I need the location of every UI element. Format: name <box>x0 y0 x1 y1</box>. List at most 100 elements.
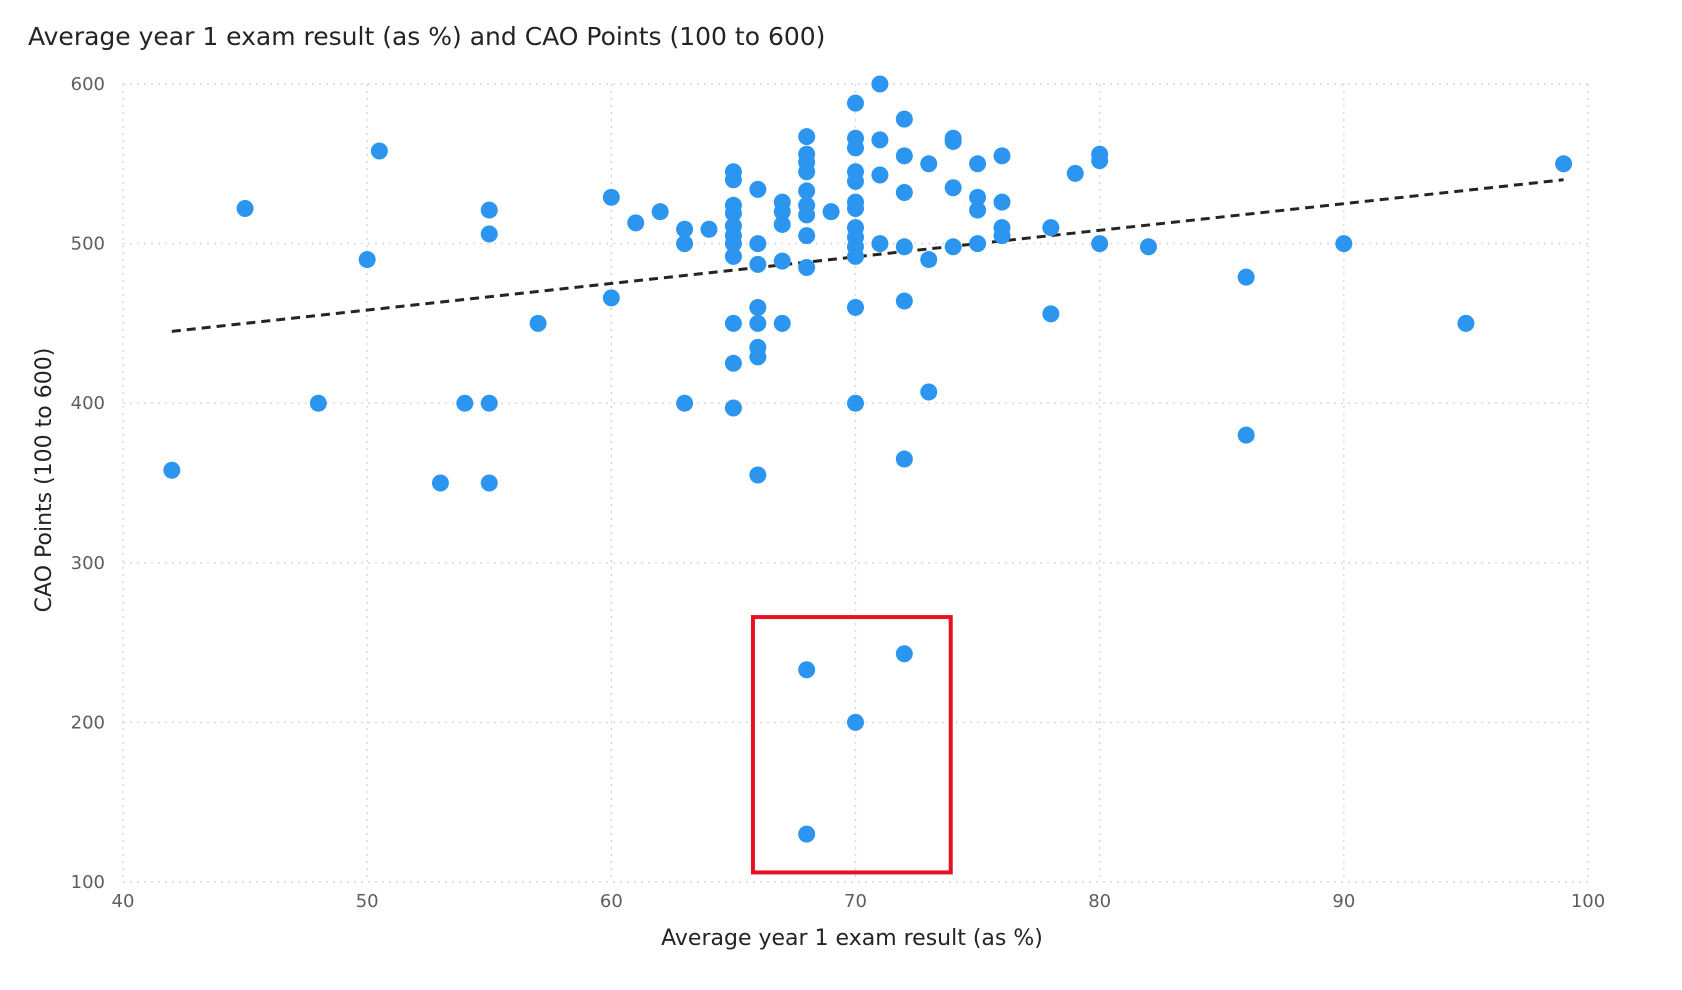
data-point[interactable] <box>944 132 962 150</box>
data-point[interactable] <box>993 147 1011 165</box>
data-point[interactable] <box>358 251 376 269</box>
data-point[interactable] <box>749 298 767 316</box>
data-point[interactable] <box>1042 219 1060 237</box>
data-point[interactable] <box>724 235 742 253</box>
data-point[interactable] <box>627 214 645 232</box>
data-point[interactable] <box>895 110 913 128</box>
data-point[interactable] <box>163 461 181 479</box>
data-point[interactable] <box>798 182 816 200</box>
data-point[interactable] <box>749 348 767 366</box>
chart-title: Average year 1 exam result (as %) and CA… <box>28 22 826 51</box>
data-point[interactable] <box>993 193 1011 211</box>
data-point[interactable] <box>798 163 816 181</box>
data-point[interactable] <box>1237 426 1255 444</box>
data-point[interactable] <box>1555 155 1573 173</box>
data-point[interactable] <box>847 199 864 217</box>
data-point[interactable] <box>236 199 254 217</box>
y-axis-title: CAO Points (100 to 600) <box>32 348 57 613</box>
x-tick-label: 100 <box>1571 891 1605 912</box>
data-point[interactable] <box>895 147 913 165</box>
data-point[interactable] <box>480 201 498 219</box>
data-point[interactable] <box>920 155 938 173</box>
data-point[interactable] <box>724 354 742 372</box>
data-point[interactable] <box>969 188 987 206</box>
data-point[interactable] <box>724 171 742 189</box>
data-point[interactable] <box>798 825 816 843</box>
data-point[interactable] <box>847 247 864 265</box>
data-point[interactable] <box>847 139 864 157</box>
x-tick-label: 40 <box>112 891 135 912</box>
x-tick-label: 60 <box>600 891 623 912</box>
data-point[interactable] <box>895 450 913 468</box>
data-point[interactable] <box>1140 238 1157 256</box>
data-point[interactable] <box>370 142 388 160</box>
data-point[interactable] <box>895 184 913 202</box>
y-axis-ticks: 100 200 300 400 500 600 <box>71 74 105 893</box>
data-point[interactable] <box>895 238 913 256</box>
data-point[interactable] <box>993 227 1011 245</box>
data-point[interactable] <box>798 661 816 679</box>
data-point[interactable] <box>920 251 938 269</box>
data-point[interactable] <box>676 220 694 238</box>
data-point[interactable] <box>529 314 547 332</box>
data-point[interactable] <box>847 298 864 316</box>
data-point[interactable] <box>1457 314 1475 332</box>
data-point[interactable] <box>724 204 742 222</box>
data-point[interactable] <box>969 235 987 253</box>
data-point[interactable] <box>847 172 864 190</box>
data-point[interactable] <box>847 394 864 412</box>
data-point[interactable] <box>847 94 864 112</box>
data-point[interactable] <box>1335 235 1353 253</box>
data-point[interactable] <box>480 474 498 492</box>
data-point[interactable] <box>480 394 498 412</box>
data-point[interactable] <box>1042 305 1060 323</box>
data-point[interactable] <box>749 255 767 273</box>
data-point[interactable] <box>822 203 840 221</box>
data-point[interactable] <box>676 394 694 412</box>
data-point[interactable] <box>309 394 327 412</box>
data-point[interactable] <box>871 131 889 149</box>
data-point[interactable] <box>749 180 767 198</box>
data-point[interactable] <box>749 235 767 253</box>
data-point[interactable] <box>700 220 718 238</box>
data-point[interactable] <box>920 383 938 401</box>
data-point[interactable] <box>798 259 816 277</box>
data-point[interactable] <box>724 314 742 332</box>
data-point[interactable] <box>871 75 889 93</box>
data-point[interactable] <box>724 247 742 265</box>
data-point[interactable] <box>944 179 962 197</box>
data-point[interactable] <box>798 206 816 224</box>
data-point[interactable] <box>773 215 791 233</box>
data-point[interactable] <box>724 399 742 417</box>
data-point[interactable] <box>969 155 987 173</box>
data-point[interactable] <box>651 203 669 221</box>
data-point[interactable] <box>773 314 791 332</box>
data-point[interactable] <box>749 314 767 332</box>
data-point[interactable] <box>773 252 791 270</box>
data-point[interactable] <box>871 235 889 253</box>
data-point[interactable] <box>871 166 889 184</box>
data-point[interactable] <box>749 466 767 484</box>
data-point[interactable] <box>1091 235 1109 253</box>
x-tick-label: 50 <box>356 891 379 912</box>
data-point[interactable] <box>773 203 791 221</box>
data-point[interactable] <box>895 645 913 663</box>
data-point[interactable] <box>798 128 816 146</box>
data-point[interactable] <box>847 713 864 731</box>
data-point[interactable] <box>798 227 816 245</box>
y-tick-label: 500 <box>71 234 105 255</box>
data-point[interactable] <box>676 235 694 253</box>
data-point[interactable] <box>895 292 913 310</box>
data-point[interactable] <box>480 225 498 243</box>
data-point[interactable] <box>602 289 620 307</box>
data-point[interactable] <box>1066 164 1084 182</box>
data-point[interactable] <box>1237 268 1255 286</box>
data-point[interactable] <box>602 188 620 206</box>
x-tick-label: 80 <box>1088 891 1111 912</box>
data-point[interactable] <box>1091 152 1109 170</box>
data-point[interactable] <box>431 474 449 492</box>
data-point[interactable] <box>944 238 962 256</box>
data-point[interactable] <box>456 394 474 412</box>
data-point[interactable] <box>969 201 987 219</box>
